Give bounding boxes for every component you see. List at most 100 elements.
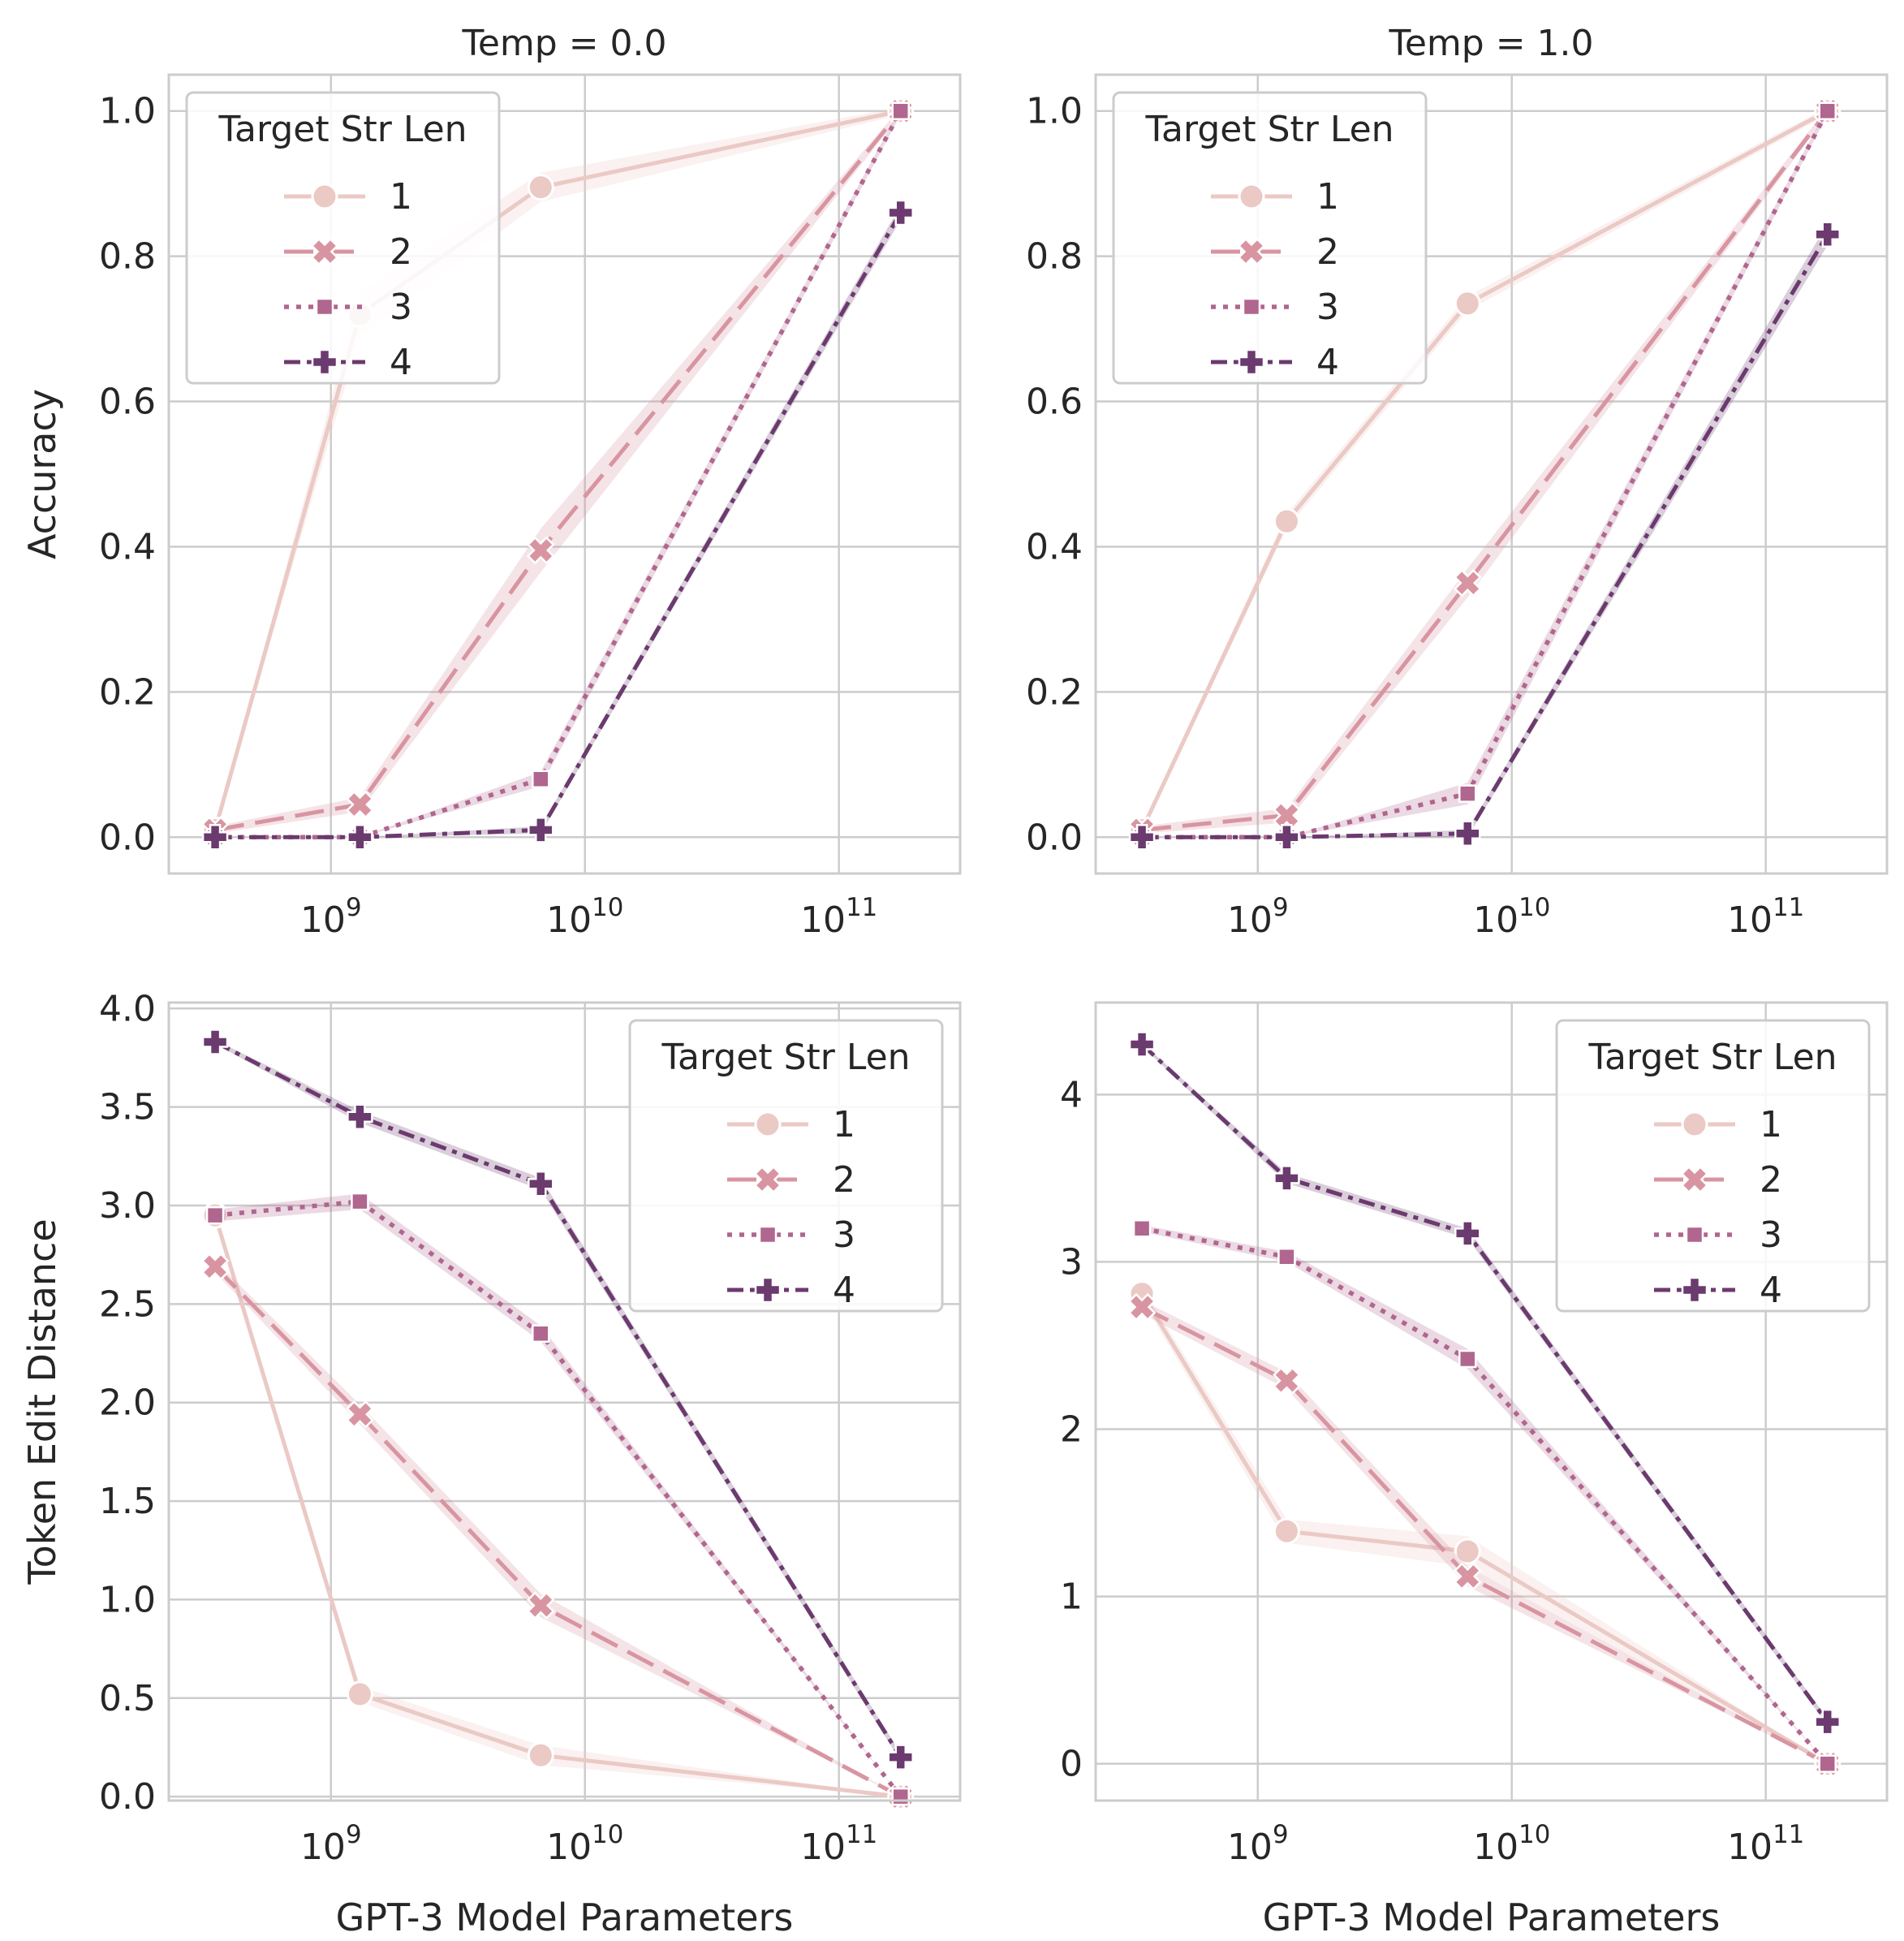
panel-title: Temp = 1.0: [1388, 23, 1593, 64]
legend-frame: [1112, 91, 1428, 385]
y-axis-label: Token Edit Distance: [20, 1219, 64, 1585]
y-tick-label: 0.6: [1026, 382, 1083, 423]
legend-label-2: 2: [1316, 231, 1339, 273]
series-3: [1132, 1219, 1837, 1773]
legend-marker-2-shape: [1237, 237, 1266, 266]
series-3: [205, 1192, 910, 1806]
y-tick-label: 0.4: [99, 526, 156, 567]
data-point: [346, 1680, 373, 1708]
series-2: [1127, 97, 1842, 844]
data-point: [1273, 507, 1300, 535]
data-point: [205, 1206, 225, 1225]
legend-label-2: 2: [833, 1159, 855, 1201]
data-point-shape: [1127, 1292, 1157, 1322]
data-point: [887, 1744, 914, 1771]
data-point: [532, 770, 550, 788]
data-point: [887, 199, 914, 226]
data-point: [346, 1400, 374, 1429]
y-tick-label: 3: [1060, 1241, 1083, 1283]
legend-label-2: 2: [390, 231, 412, 273]
data-point-shape: [346, 1400, 374, 1429]
data-point: [1132, 1219, 1152, 1238]
y-tick-label: 0.8: [1026, 236, 1083, 278]
y-tick-label: 0.5: [99, 1678, 156, 1719]
data-point: [526, 1591, 555, 1620]
legend-marker-1: [1238, 183, 1265, 210]
legend-label-1: 1: [833, 1104, 855, 1145]
x-axis-label: GPT-3 Model Parameters: [336, 1896, 794, 1939]
y-tick-label: 4: [1060, 1074, 1083, 1115]
series-line: [1141, 1226, 1829, 1766]
series-line: [213, 1265, 902, 1799]
legend: Target Str Len 1 2 3 4: [1555, 1019, 1871, 1313]
legend-marker-2-shape: [753, 1165, 782, 1194]
data-point: [1454, 820, 1481, 848]
data-point: [891, 1787, 910, 1806]
data-point: [527, 174, 554, 201]
legend-marker-3: [758, 1225, 778, 1244]
legend-frame: [1555, 1019, 1871, 1313]
y-tick-label: 2.0: [99, 1382, 156, 1424]
series-4: [201, 1029, 914, 1771]
data-point: [532, 1324, 550, 1344]
series-4: [1128, 221, 1841, 851]
series-line: [213, 1214, 902, 1799]
y-tick-label: 0: [1060, 1744, 1083, 1785]
panel-title: Temp = 0.0: [461, 23, 666, 64]
x-tick-label: 1010: [1473, 893, 1550, 941]
series-line: [213, 1040, 902, 1758]
data-point: [1814, 221, 1841, 248]
data-point: [1454, 1538, 1481, 1565]
y-tick-label: 2: [1060, 1409, 1083, 1451]
series-line: [215, 211, 902, 839]
legend-label-4: 4: [1316, 342, 1339, 383]
series-line: [1140, 1305, 1829, 1766]
plot-frame: [167, 73, 962, 875]
x-tick-label: 109: [300, 1820, 362, 1868]
x-tick-label: 109: [300, 893, 362, 941]
data-point: [1818, 1754, 1837, 1773]
y-tick-label: 1.0: [99, 91, 156, 132]
series-line: [214, 1199, 902, 1798]
plot-frame: [167, 1001, 962, 1802]
legend-marker-2: [1237, 237, 1266, 266]
legend-label-3: 3: [1760, 1214, 1782, 1256]
legend-marker-3: [1685, 1225, 1704, 1244]
data-point: [1814, 1708, 1841, 1736]
data-point: [1277, 1247, 1296, 1266]
legend-marker-1: [1681, 1111, 1708, 1138]
data-point-shape: [1273, 1366, 1301, 1395]
legend-marker-3: [1242, 297, 1261, 317]
y-tick-label: 1.0: [1026, 91, 1083, 132]
panel-4: 109 1010 1011 0 1 2 3 4 GPT-3 Model Parameters Ta…: [1060, 1001, 1889, 1939]
legend-marker-1: [754, 1111, 782, 1138]
series-4: [1128, 1031, 1841, 1736]
y-tick-label: 0.4: [1026, 526, 1083, 567]
data-point: [528, 1171, 554, 1197]
legend-label-4: 4: [833, 1270, 855, 1311]
y-tick-label: 0.8: [99, 236, 156, 278]
legend-title: Target Str Len: [218, 109, 467, 150]
series-line: [1139, 109, 1829, 831]
x-tick-label: 1011: [1727, 893, 1804, 941]
series-line: [1141, 110, 1829, 832]
legend: Target Str Len 1 2 3 4: [185, 91, 501, 385]
x-tick-label: 1010: [546, 893, 623, 941]
data-point: [1454, 1220, 1481, 1247]
data-point: [891, 101, 910, 120]
legend-frame: [628, 1019, 944, 1313]
data-point: [200, 1252, 230, 1281]
confidence-band: [1142, 1042, 1828, 1726]
data-point: [1458, 784, 1477, 803]
data-point: [1458, 1349, 1477, 1369]
data-point: [1273, 1366, 1301, 1395]
x-tick-label: 1010: [1473, 1820, 1550, 1868]
x-tick-label: 109: [1227, 1820, 1289, 1868]
legend-marker-4: [311, 348, 338, 376]
data-point-shape: [526, 1591, 555, 1620]
data-point: [1273, 1165, 1300, 1192]
y-tick-label: 4.0: [99, 988, 156, 1029]
data-point: [527, 1741, 554, 1769]
data-point: [347, 1103, 373, 1131]
